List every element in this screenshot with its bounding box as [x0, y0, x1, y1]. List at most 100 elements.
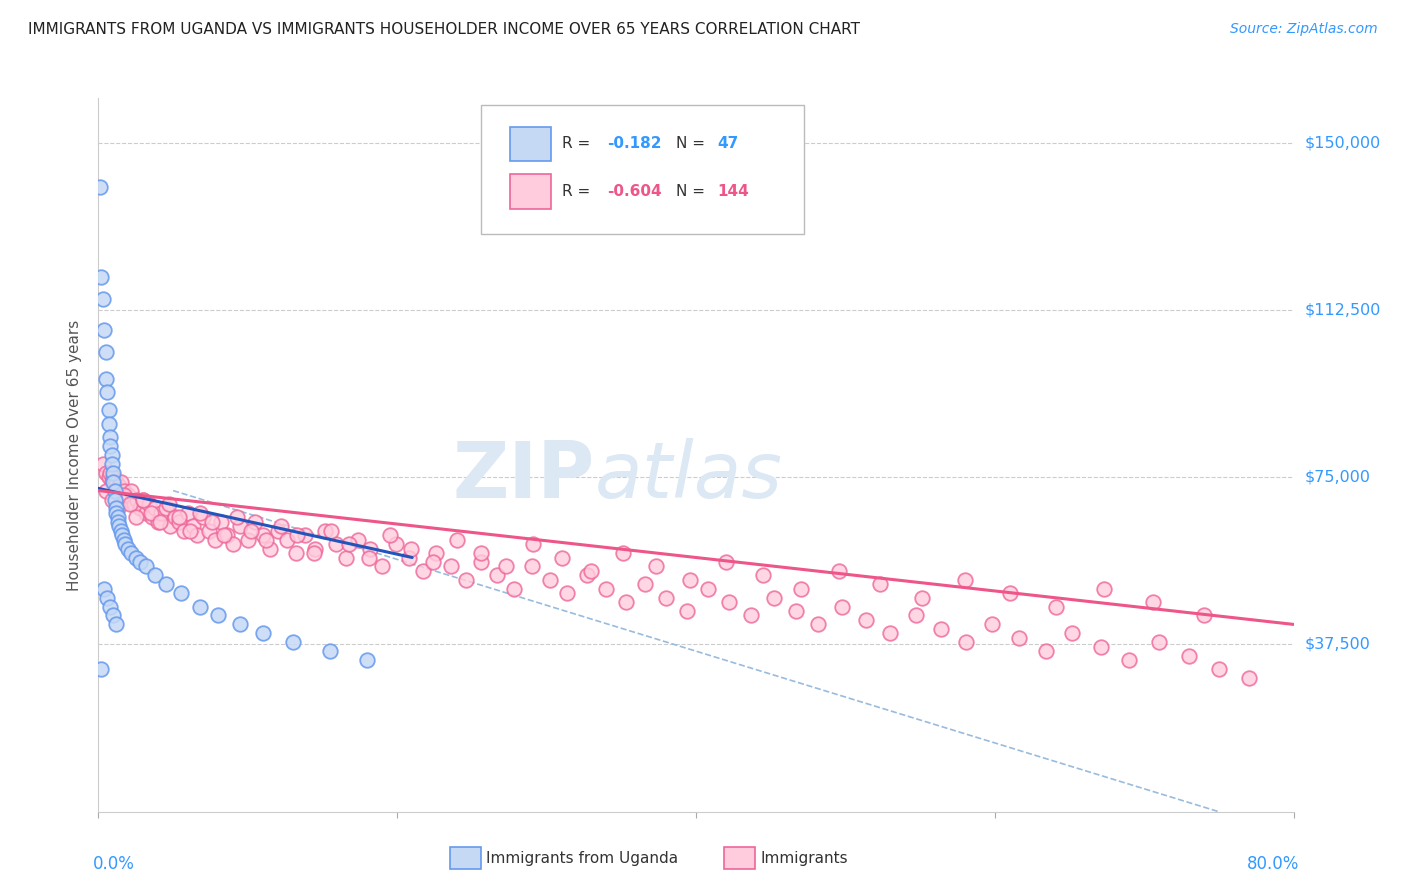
Point — [470, 546, 492, 560]
Text: 80.0%: 80.0% — [1247, 855, 1299, 872]
Point — [96, 591, 118, 605]
Point — [980, 617, 1002, 632]
Point — [446, 533, 468, 547]
Text: R =: R = — [562, 184, 595, 199]
Text: Source: ZipAtlas.com: Source: ZipAtlas.com — [1230, 22, 1378, 37]
Point — [91, 292, 114, 306]
Point — [188, 599, 211, 614]
Point — [120, 546, 142, 560]
Point — [239, 524, 262, 538]
Point — [252, 528, 274, 542]
Point — [557, 586, 579, 600]
Point — [998, 586, 1021, 600]
Point — [186, 528, 208, 542]
Point — [454, 573, 477, 587]
Point — [254, 533, 277, 547]
Point — [229, 519, 252, 533]
Text: $75,000: $75,000 — [1305, 470, 1371, 484]
Point — [124, 497, 146, 511]
Point — [879, 626, 901, 640]
Point — [188, 506, 211, 520]
Point — [96, 385, 118, 400]
Point — [270, 519, 292, 533]
Point — [167, 515, 190, 529]
Point — [94, 372, 117, 386]
Point — [321, 524, 343, 538]
Point — [1142, 595, 1164, 609]
Point — [412, 564, 434, 578]
Point — [1045, 599, 1067, 614]
Point — [359, 541, 381, 556]
Point — [167, 510, 190, 524]
Point — [831, 599, 853, 614]
Point — [284, 546, 307, 560]
Point — [157, 497, 180, 511]
Point — [104, 483, 127, 498]
Point — [103, 470, 125, 484]
Point — [679, 573, 702, 587]
Point — [105, 501, 128, 516]
Point — [550, 550, 572, 565]
Point — [112, 533, 135, 547]
Point — [125, 510, 148, 524]
Point — [191, 510, 214, 524]
Point — [425, 546, 447, 560]
Point — [111, 488, 134, 502]
Point — [294, 528, 316, 542]
Text: Immigrants from Uganda: Immigrants from Uganda — [486, 851, 679, 865]
Point — [212, 528, 235, 542]
Point — [267, 524, 290, 538]
Point — [135, 559, 157, 574]
Point — [1092, 582, 1115, 596]
Point — [502, 582, 524, 596]
Text: -0.604: -0.604 — [607, 184, 662, 199]
Point — [371, 559, 394, 574]
Point — [110, 524, 132, 538]
Point — [259, 541, 281, 556]
Text: atlas: atlas — [595, 438, 782, 515]
Point — [245, 515, 267, 529]
Point — [612, 546, 634, 560]
Point — [1090, 640, 1112, 654]
Point — [117, 488, 139, 502]
Point — [94, 483, 117, 498]
Point — [470, 555, 492, 569]
Point — [207, 608, 229, 623]
Point — [828, 564, 851, 578]
FancyBboxPatch shape — [481, 105, 804, 234]
Point — [281, 635, 304, 649]
Point — [98, 439, 122, 453]
Point — [93, 582, 115, 596]
Point — [1208, 662, 1230, 676]
Point — [717, 595, 740, 609]
Point — [1178, 648, 1201, 663]
Point — [107, 515, 129, 529]
Point — [634, 577, 657, 591]
Point — [789, 582, 811, 596]
Point — [236, 533, 259, 547]
Point — [209, 515, 232, 529]
Point — [104, 479, 127, 493]
Text: $37,500: $37,500 — [1305, 637, 1371, 652]
Point — [785, 604, 807, 618]
Point — [129, 501, 152, 516]
Point — [159, 519, 181, 533]
Point — [98, 599, 122, 614]
Point — [807, 617, 830, 632]
Y-axis label: Householder Income Over 65 years: Householder Income Over 65 years — [67, 319, 83, 591]
Point — [97, 403, 120, 417]
Point — [1192, 608, 1215, 623]
Point — [285, 528, 308, 542]
Point — [215, 528, 238, 542]
Point — [112, 488, 135, 502]
Point — [114, 492, 136, 507]
Point — [90, 662, 112, 676]
Point — [910, 591, 932, 605]
Point — [98, 466, 122, 480]
Text: R =: R = — [562, 136, 595, 152]
Point — [107, 501, 129, 516]
Point — [103, 608, 125, 623]
Point — [107, 510, 129, 524]
Point — [676, 604, 699, 618]
Point — [752, 568, 775, 582]
